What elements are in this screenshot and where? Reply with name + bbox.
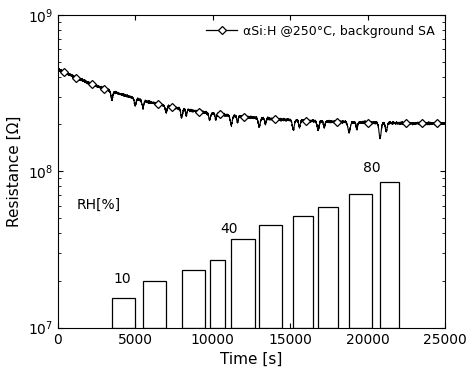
Y-axis label: Resistance [Ω]: Resistance [Ω] xyxy=(7,116,22,227)
Text: 40: 40 xyxy=(220,222,238,236)
Bar xyxy=(182,270,205,328)
Bar xyxy=(293,216,313,328)
Bar xyxy=(349,193,372,328)
Bar xyxy=(231,239,255,328)
Bar xyxy=(318,207,338,328)
X-axis label: Time [s]: Time [s] xyxy=(220,352,283,367)
Bar xyxy=(380,182,399,328)
Text: RH[%]: RH[%] xyxy=(76,198,120,212)
Bar xyxy=(112,298,135,328)
Text: 80: 80 xyxy=(363,161,381,175)
Bar xyxy=(143,280,166,328)
Bar xyxy=(259,226,283,328)
Bar xyxy=(210,260,225,328)
Legend: αSi:H @250°C, background SA: αSi:H @250°C, background SA xyxy=(202,21,439,42)
Text: 10: 10 xyxy=(113,272,131,286)
